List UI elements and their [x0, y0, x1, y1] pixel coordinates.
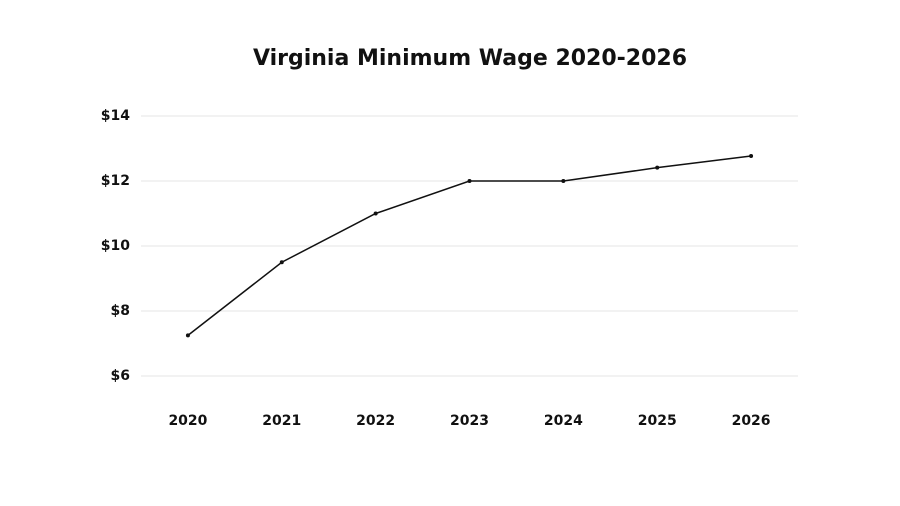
point	[185, 333, 190, 338]
x-tick-label: 2026	[732, 413, 771, 429]
point	[749, 153, 754, 158]
x-tick-label: 2024	[544, 413, 583, 429]
x-tick-label: 2021	[262, 413, 301, 429]
point	[373, 211, 378, 216]
point	[467, 179, 472, 183]
point	[561, 179, 566, 183]
y-tick-label: $6	[111, 368, 130, 384]
point	[279, 260, 284, 265]
y-tick-label: $14	[101, 108, 130, 124]
x-tick-label: 2022	[356, 413, 395, 429]
x-tick-label: 2025	[638, 413, 677, 429]
x-tick-label: 2023	[450, 413, 489, 429]
point	[655, 165, 660, 170]
chart-title: Virginia Minimum Wage 2020-2026	[253, 46, 687, 71]
x-tick-label: 2020	[168, 413, 207, 429]
y-tick-label: $8	[111, 303, 130, 319]
y-tick-label: $10	[101, 238, 130, 254]
y-tick-label: $12	[101, 173, 130, 189]
